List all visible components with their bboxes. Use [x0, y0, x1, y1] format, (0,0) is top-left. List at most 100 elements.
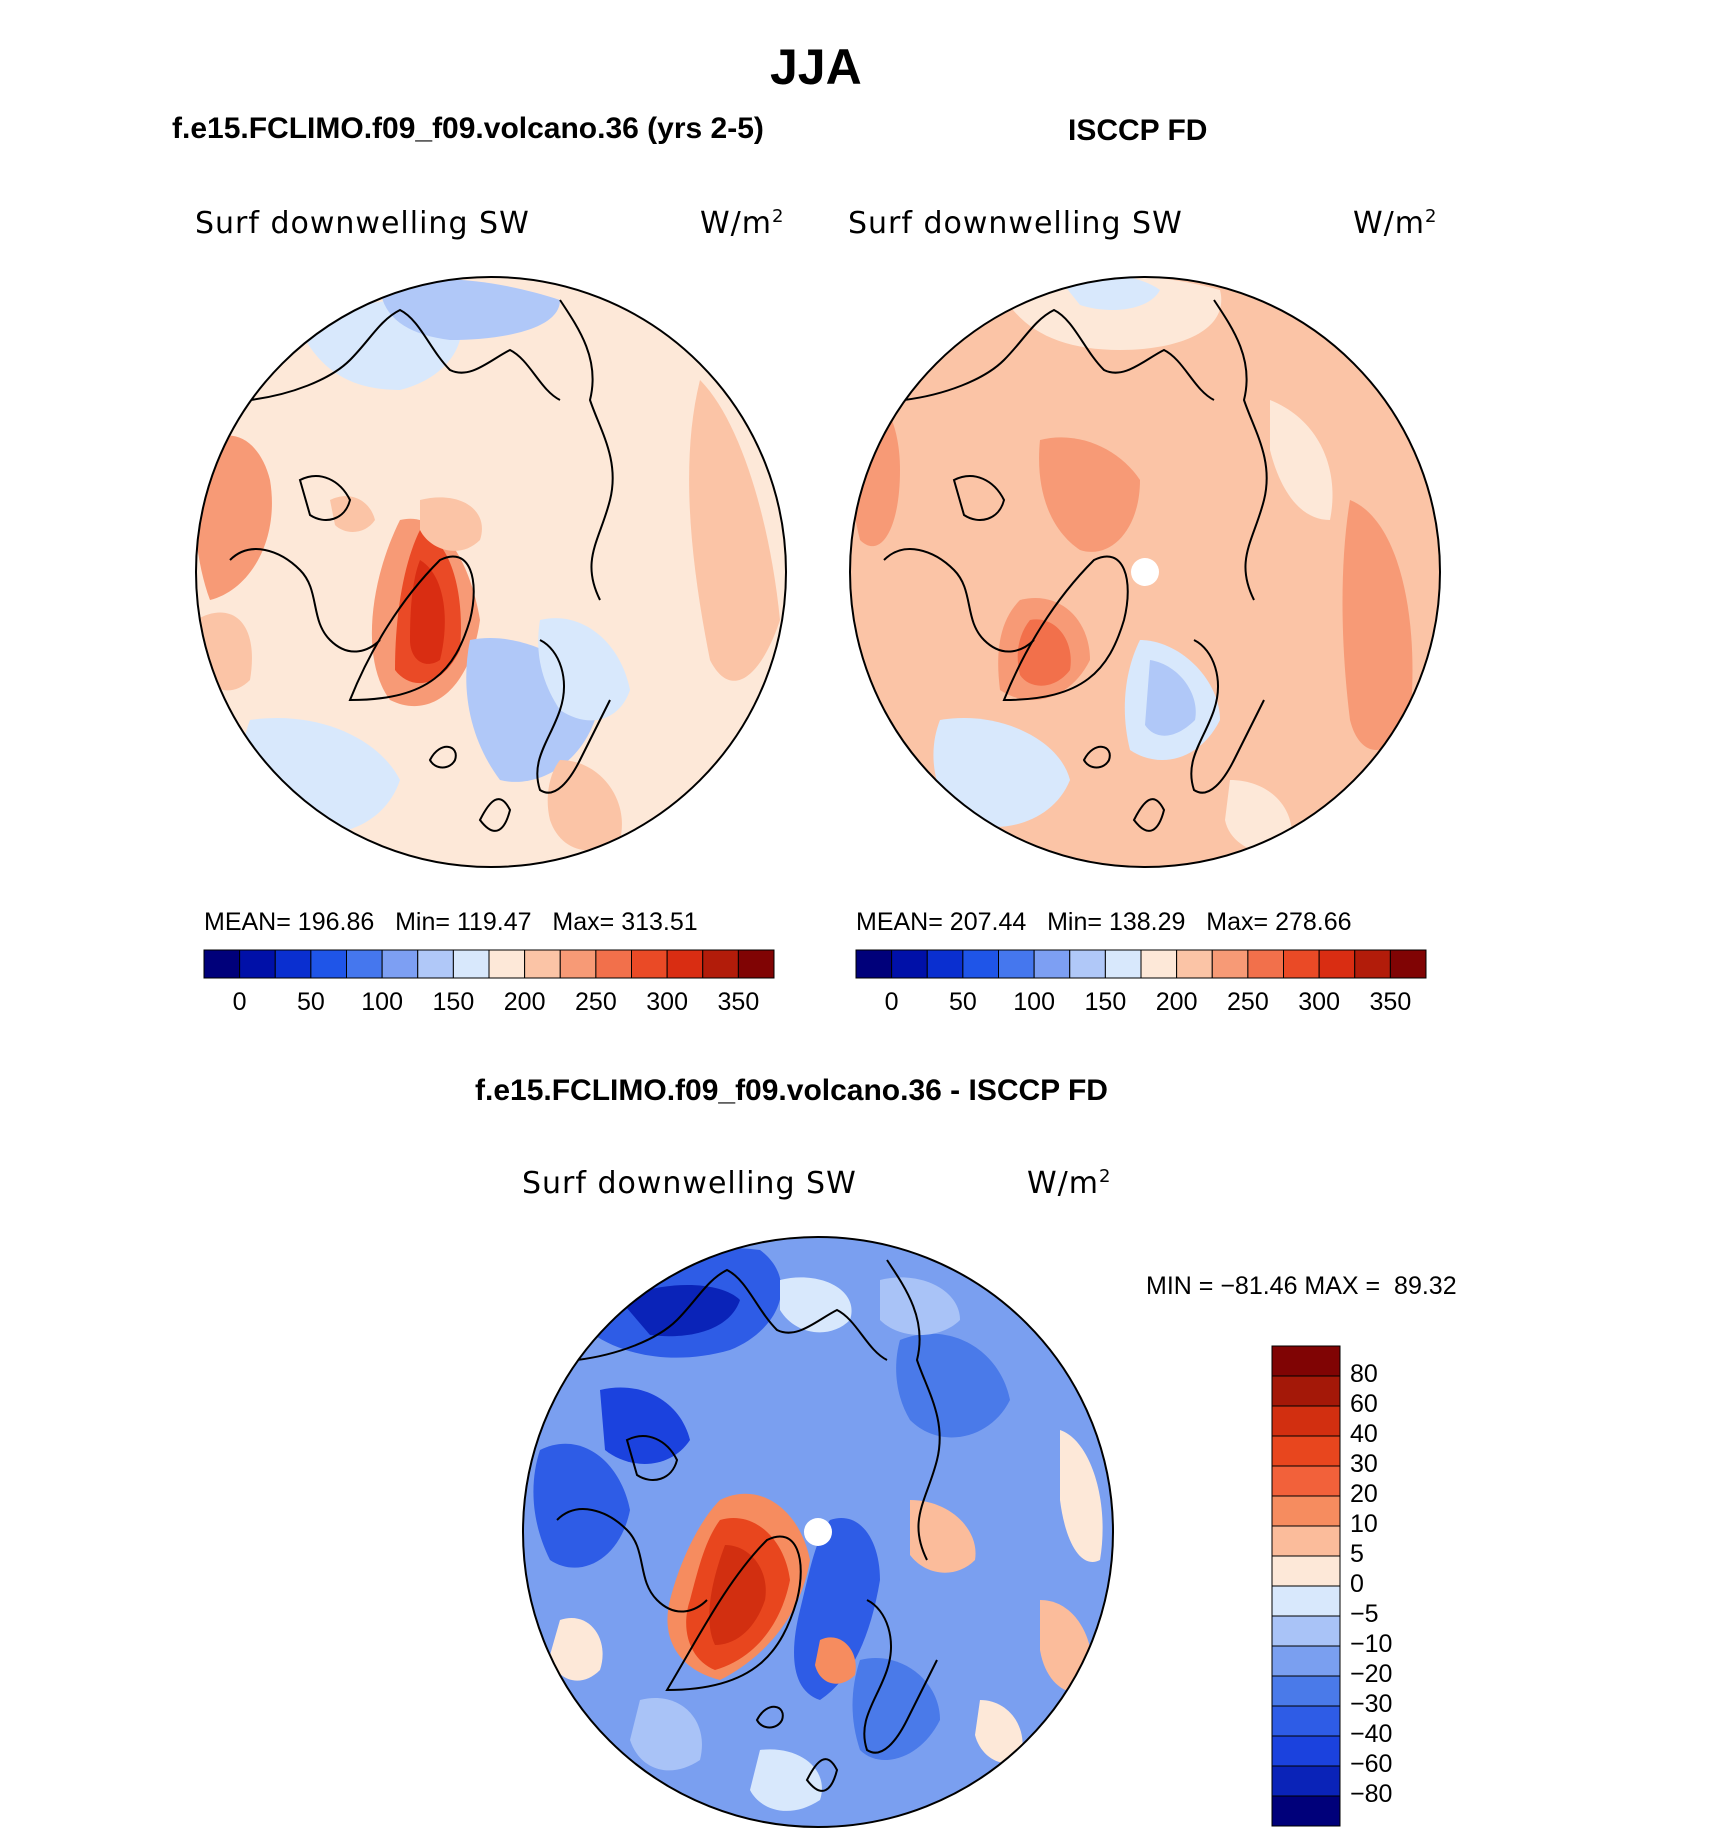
colorbar-swatch	[1271, 1675, 1341, 1707]
colorbar-tick-label: 350	[1369, 988, 1412, 1016]
colorbar-swatch	[488, 949, 526, 979]
colorbar-tick-label: 200	[1155, 988, 1198, 1016]
left-variable-label: Surf downwelling SW	[195, 206, 530, 241]
colorbar-swatch	[1211, 949, 1249, 979]
colorbar-swatch	[310, 949, 347, 979]
right-panel-title: ISCCP FD	[1068, 114, 1208, 147]
colorbar-swatch	[1271, 1705, 1341, 1737]
colorbar-tick-label: 0	[884, 988, 899, 1016]
colorbar-tick-label: 300	[1298, 988, 1340, 1016]
colorbar-swatch	[1271, 1585, 1341, 1617]
colorbar-level-label: −60	[1350, 1750, 1393, 1778]
left-panel-title: f.e15.FCLIMO.f09_f09.volcano.36 (yrs 2-5…	[172, 112, 764, 145]
colorbar-swatch	[1069, 949, 1106, 979]
colorbar-swatch	[926, 949, 964, 979]
colorbar-tick-label: 300	[646, 988, 688, 1016]
colorbar-level-label: 10	[1350, 1510, 1378, 1538]
colorbar-level-label: −30	[1350, 1690, 1393, 1718]
diff-map-border	[522, 1236, 1114, 1828]
colorbar-swatch	[1389, 949, 1427, 979]
diff-units-label: W/m2	[1027, 1166, 1112, 1201]
colorbar-swatch	[452, 949, 490, 979]
colorbar-swatch	[1271, 1645, 1341, 1677]
right-stats: MEAN= 207.44 Min= 138.29 Max= 278.66	[856, 908, 1352, 936]
colorbar-swatch	[1271, 1375, 1341, 1407]
right-polar-map	[850, 277, 1440, 867]
left-units-label: W/m2	[700, 206, 785, 241]
colorbar-swatch	[381, 949, 419, 979]
colorbar-level-label: 5	[1350, 1540, 1364, 1568]
left-coastlines	[229, 299, 614, 832]
colorbar-swatch	[1271, 1795, 1341, 1827]
colorbar-swatch	[417, 949, 454, 979]
colorbar-swatch	[239, 949, 276, 979]
colorbar-level-label: −80	[1350, 1780, 1393, 1808]
colorbar-swatch	[559, 949, 597, 979]
colorbar-level-label: −10	[1350, 1630, 1393, 1658]
colorbar-tick-label: 50	[296, 988, 325, 1016]
colorbar-tick-label: 250	[1227, 988, 1269, 1016]
colorbar-swatch	[702, 949, 739, 979]
right-variable-label: Surf downwelling SW	[848, 206, 1183, 241]
colorbar-swatch	[274, 949, 312, 979]
colorbar-swatch	[1271, 1435, 1341, 1467]
diff-polar-map	[523, 1237, 1113, 1827]
diff-coastlines	[556, 1259, 941, 1792]
colorbar-tick-label: 0	[232, 988, 247, 1016]
diff-panel-title: f.e15.FCLIMO.f09_f09.volcano.36 - ISCCP …	[475, 1074, 1108, 1107]
right-map-border	[849, 276, 1441, 868]
colorbar-tick-label: 350	[717, 988, 760, 1016]
left-colorbar	[203, 949, 775, 979]
colorbar-swatch	[891, 949, 928, 979]
colorbar-level-label: 0	[1350, 1570, 1364, 1598]
right-coastlines	[883, 299, 1268, 832]
colorbar-swatch	[1271, 1765, 1341, 1797]
colorbar-swatch	[1271, 1345, 1341, 1377]
colorbar-swatch	[1247, 949, 1284, 979]
colorbar-swatch	[1271, 1465, 1341, 1497]
colorbar-swatch	[1271, 1525, 1341, 1557]
colorbar-swatch	[998, 949, 1035, 979]
colorbar-swatch	[666, 949, 704, 979]
colorbar-level-label: −5	[1350, 1600, 1379, 1628]
right-units-label: W/m2	[1353, 206, 1438, 241]
colorbar-level-label: 40	[1350, 1420, 1378, 1448]
colorbar-tick-label: 100	[361, 988, 403, 1016]
colorbar-swatch	[595, 949, 632, 979]
diff-minmax: MIN = −81.46 MAX = 89.32	[1146, 1272, 1457, 1300]
colorbar-swatch	[631, 949, 668, 979]
colorbar-swatch	[1354, 949, 1391, 979]
colorbar-level-label: 60	[1350, 1390, 1378, 1418]
left-stats: MEAN= 196.86 Min= 119.47 Max= 313.51	[204, 908, 698, 936]
right-colorbar	[855, 949, 1427, 979]
left-polar-map	[196, 277, 786, 867]
colorbar-tick-label: 200	[503, 988, 546, 1016]
colorbar-swatch	[855, 949, 893, 979]
colorbar-swatch	[524, 949, 561, 979]
colorbar-level-label: −40	[1350, 1720, 1393, 1748]
colorbar-swatch	[1271, 1405, 1341, 1437]
colorbar-level-label: 30	[1350, 1450, 1378, 1478]
colorbar-swatch	[203, 949, 241, 979]
colorbar-level-label: 20	[1350, 1480, 1378, 1508]
colorbar-swatch	[1104, 949, 1142, 979]
diff-variable-label: Surf downwelling SW	[522, 1166, 857, 1201]
colorbar-tick-label: 150	[432, 988, 475, 1016]
colorbar-swatch	[962, 949, 999, 979]
colorbar-swatch	[1283, 949, 1320, 979]
colorbar-tick-label: 150	[1084, 988, 1127, 1016]
colorbar-swatch	[1033, 949, 1071, 979]
page-title: JJA	[770, 39, 862, 95]
colorbar-swatch	[737, 949, 775, 979]
colorbar-tick-label: 50	[948, 988, 977, 1016]
colorbar-swatch	[1176, 949, 1213, 979]
colorbar-swatch	[1271, 1495, 1341, 1527]
colorbar-level-label: 80	[1350, 1360, 1378, 1388]
colorbar-swatch	[1271, 1615, 1341, 1647]
colorbar-tick-label: 100	[1013, 988, 1055, 1016]
left-map-border	[195, 276, 787, 868]
colorbar-swatch	[1318, 949, 1356, 979]
colorbar-swatch	[1271, 1555, 1341, 1587]
colorbar-swatch	[1271, 1735, 1341, 1767]
